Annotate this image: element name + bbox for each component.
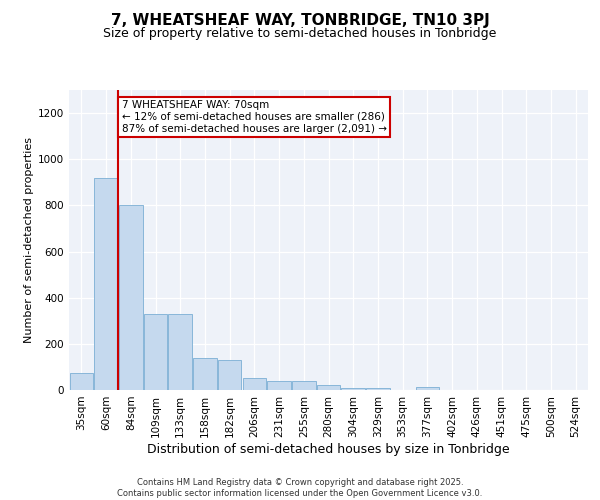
Bar: [218, 360, 241, 390]
Text: Contains HM Land Registry data © Crown copyright and database right 2025.
Contai: Contains HM Land Registry data © Crown c…: [118, 478, 482, 498]
Y-axis label: Number of semi-detached properties: Number of semi-detached properties: [24, 137, 34, 343]
Bar: [242, 378, 266, 390]
Bar: [366, 388, 389, 390]
Bar: [94, 178, 118, 390]
Bar: [70, 372, 93, 390]
Text: 7 WHEATSHEAF WAY: 70sqm
← 12% of semi-detached houses are smaller (286)
87% of s: 7 WHEATSHEAF WAY: 70sqm ← 12% of semi-de…: [122, 100, 386, 134]
Bar: [193, 358, 217, 390]
Bar: [144, 314, 167, 390]
Bar: [317, 386, 340, 390]
Bar: [169, 314, 192, 390]
X-axis label: Distribution of semi-detached houses by size in Tonbridge: Distribution of semi-detached houses by …: [147, 442, 510, 456]
Bar: [268, 381, 291, 390]
Text: Size of property relative to semi-detached houses in Tonbridge: Size of property relative to semi-detach…: [103, 28, 497, 40]
Bar: [416, 386, 439, 390]
Text: 7, WHEATSHEAF WAY, TONBRIDGE, TN10 3PJ: 7, WHEATSHEAF WAY, TONBRIDGE, TN10 3PJ: [110, 12, 490, 28]
Bar: [119, 206, 143, 390]
Bar: [341, 388, 365, 390]
Bar: [292, 381, 316, 390]
